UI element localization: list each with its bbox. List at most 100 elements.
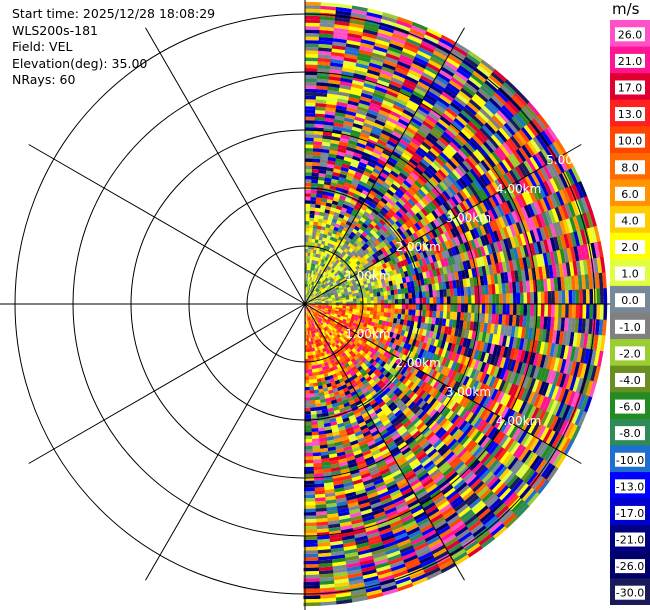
radar-gate xyxy=(371,329,376,336)
radar-gate xyxy=(431,547,448,559)
radar-gate xyxy=(491,181,501,194)
radar-gate xyxy=(398,511,413,521)
radar-gate xyxy=(320,320,325,325)
radar-gate xyxy=(333,315,337,319)
radar-gate xyxy=(461,212,470,223)
radar-gate xyxy=(539,354,547,370)
radar-gate xyxy=(408,373,416,382)
radar-gate xyxy=(314,368,320,373)
radar-gate xyxy=(324,309,328,312)
radar-gate xyxy=(493,482,507,497)
radar-gate xyxy=(305,33,321,38)
radar-gate xyxy=(354,116,367,123)
radar-gate xyxy=(388,331,394,338)
radar-gate xyxy=(355,168,365,175)
radar-gate xyxy=(374,224,382,231)
radar-gate xyxy=(317,239,323,245)
radar-gate xyxy=(382,232,389,240)
radar-gate xyxy=(404,221,412,230)
radar-gate xyxy=(394,422,404,431)
radar-gate xyxy=(329,367,335,372)
radar-gate xyxy=(315,103,328,108)
radar-gate xyxy=(314,292,319,296)
radar-gate xyxy=(359,424,368,431)
radar-gate xyxy=(311,259,315,264)
radar-gate xyxy=(354,488,367,496)
radar-gate xyxy=(551,290,555,306)
radar-gate xyxy=(492,502,507,517)
radar-gate xyxy=(366,217,373,224)
radar-gate xyxy=(309,297,313,300)
radar-gate xyxy=(408,414,418,424)
radar-gate xyxy=(397,288,402,295)
radar-gate xyxy=(472,349,480,361)
radar-gate xyxy=(379,403,388,411)
radar-gate xyxy=(506,185,516,200)
radar-gate xyxy=(469,229,477,241)
radar-gate xyxy=(355,545,371,553)
radar-gate xyxy=(470,415,480,428)
radar-gate xyxy=(401,554,418,564)
radar-gate xyxy=(409,280,415,288)
radar-gate xyxy=(444,161,456,173)
radar-gate xyxy=(308,224,314,229)
radar-gate xyxy=(496,146,509,161)
radar-gate xyxy=(432,310,437,319)
radar-gate xyxy=(323,230,329,236)
radar-gate xyxy=(479,436,491,450)
radar-gate xyxy=(318,33,335,39)
radar-gate xyxy=(382,378,390,386)
radar-gate xyxy=(432,380,441,390)
radar-gate xyxy=(484,456,497,470)
radar-gate xyxy=(521,375,530,390)
radar-gate xyxy=(434,197,444,207)
radar-gate xyxy=(398,414,408,424)
radar-gate xyxy=(305,238,309,243)
radar-gate xyxy=(529,392,539,407)
radar-gate xyxy=(518,146,531,162)
radar-gate xyxy=(443,110,457,122)
radar-gate xyxy=(496,356,503,369)
radar-gate xyxy=(306,287,308,291)
radar-gate xyxy=(489,323,495,335)
radar-gate xyxy=(450,237,458,248)
radar-gate xyxy=(465,494,480,508)
radar-gate xyxy=(536,241,543,256)
radar-gate xyxy=(460,304,465,314)
radar-gate xyxy=(341,338,346,344)
radar-gate xyxy=(321,315,325,319)
radar-gate xyxy=(385,440,396,449)
radar-gate xyxy=(526,231,534,245)
radar-gate xyxy=(324,277,329,282)
radar-gate xyxy=(453,404,463,415)
radar-gate xyxy=(463,232,471,243)
radar-gate xyxy=(562,374,570,391)
radar-gate xyxy=(355,112,368,120)
radar-gate xyxy=(578,304,583,320)
radar-gate xyxy=(476,226,484,238)
radar-gate xyxy=(468,378,477,390)
radar-gate xyxy=(456,531,473,544)
radar-gate xyxy=(379,328,384,335)
radar-gate xyxy=(505,171,517,186)
radar-gate xyxy=(402,520,417,530)
radar-gate xyxy=(402,433,412,443)
radar-gate xyxy=(481,409,492,423)
radar-gate xyxy=(330,557,346,564)
radar-gate xyxy=(446,311,451,320)
radar-gate xyxy=(412,135,425,145)
radar-gate xyxy=(555,263,561,279)
radar-gate xyxy=(586,333,592,351)
radar-gate xyxy=(444,211,453,222)
radar-gate xyxy=(535,254,542,269)
radar-gate xyxy=(342,124,354,131)
radar-gate xyxy=(377,304,381,309)
radar-gate xyxy=(457,384,466,396)
radar-gate xyxy=(314,286,318,291)
radar-gate xyxy=(311,304,315,306)
radar-gate xyxy=(320,315,325,320)
radar-gate xyxy=(544,430,556,446)
radar-gate xyxy=(394,535,410,545)
radar-gate xyxy=(345,308,350,312)
